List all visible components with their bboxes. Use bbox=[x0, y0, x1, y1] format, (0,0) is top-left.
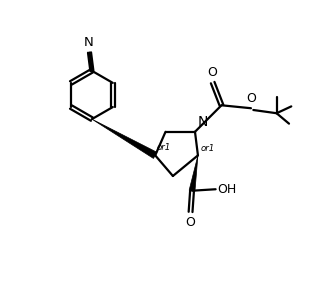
Text: O: O bbox=[246, 92, 256, 105]
Polygon shape bbox=[189, 155, 198, 191]
Text: O: O bbox=[207, 66, 217, 79]
Text: or1: or1 bbox=[200, 144, 214, 153]
Text: N: N bbox=[197, 115, 208, 129]
Text: O: O bbox=[186, 216, 195, 229]
Text: N: N bbox=[84, 36, 94, 49]
Text: OH: OH bbox=[217, 183, 236, 196]
Polygon shape bbox=[92, 119, 157, 158]
Text: or1: or1 bbox=[157, 143, 171, 152]
